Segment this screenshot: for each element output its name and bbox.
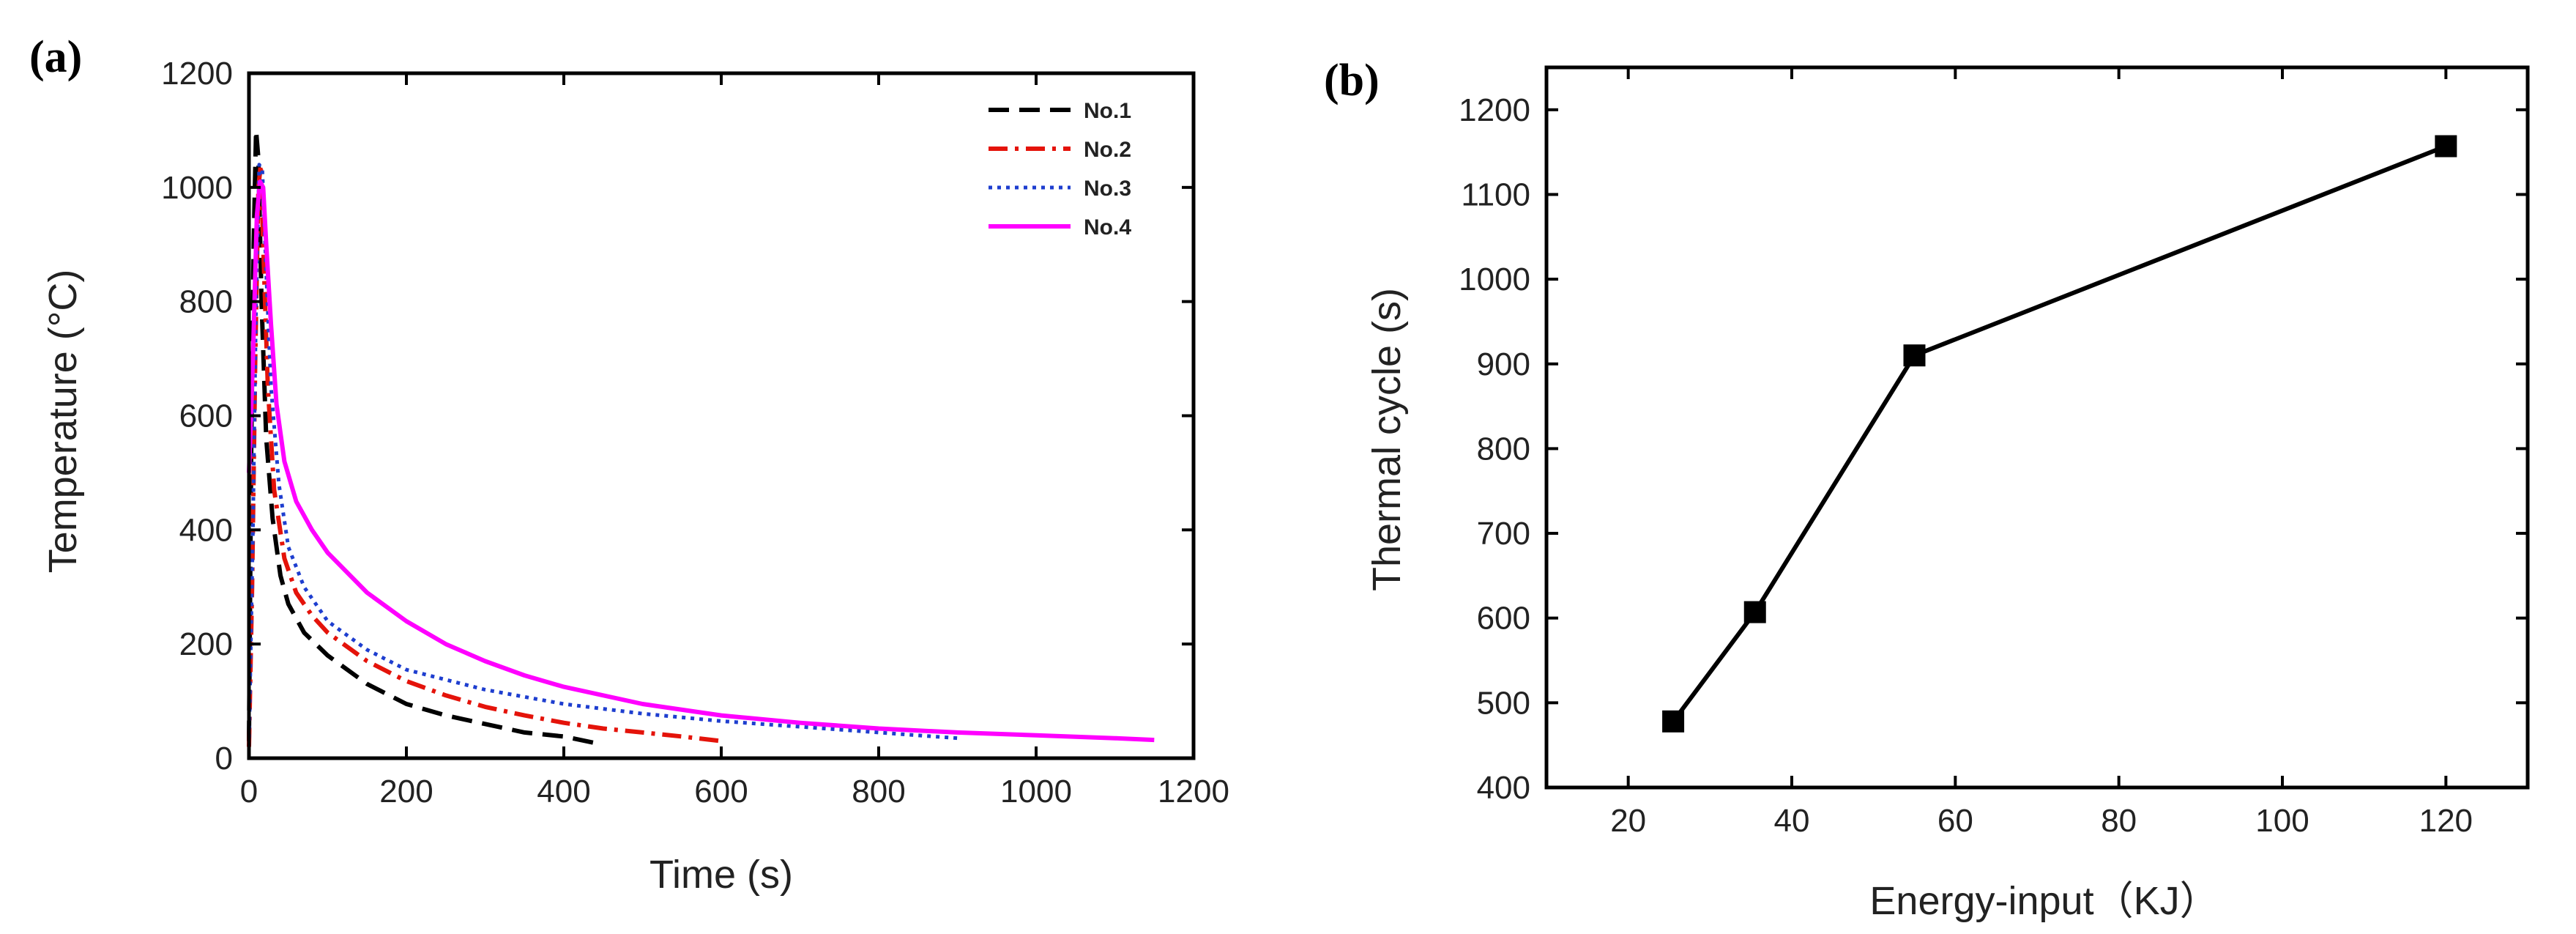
panel-a-legend-label-2: No.2 bbox=[1084, 138, 1131, 162]
panel-a-series-line-3 bbox=[247, 163, 958, 747]
panel-a-x-tick-label: 1000 bbox=[1000, 774, 1072, 809]
panel-b-series-line-1 bbox=[1671, 144, 2447, 723]
panel-a-y-tick-label: 1000 bbox=[161, 170, 233, 206]
panel-b-x-tick-label: 20 bbox=[1610, 803, 1646, 839]
panel-b-x-tick-label: 60 bbox=[1937, 803, 1973, 839]
panel-b-y-tick-label: 600 bbox=[1477, 601, 1530, 637]
panel-b-data-point-1 bbox=[1662, 710, 1685, 733]
panel-a-y-axis-label: Temperature (°C) bbox=[41, 270, 85, 574]
panel-b-y-tick-label: 1100 bbox=[1461, 177, 1530, 212]
panel-b-y-tick-label: 400 bbox=[1477, 770, 1530, 806]
panel-b-x-tick-label: 120 bbox=[2419, 803, 2473, 839]
panel-a-series-line-4 bbox=[247, 179, 1155, 743]
panel-a-legend-label-3: No.3 bbox=[1084, 177, 1131, 201]
panel-a-legend-label-4: No.4 bbox=[1084, 215, 1131, 240]
panel-a-x-tick-label: 1200 bbox=[1158, 774, 1229, 809]
panel-a-plot-frame bbox=[247, 71, 1196, 760]
panel-a-y-tick-label: 600 bbox=[179, 399, 233, 434]
panel-a-x-tick-label: 800 bbox=[852, 774, 905, 809]
panel-b-y-tick-label: 700 bbox=[1477, 516, 1530, 552]
panel-a-y-tick-label: 200 bbox=[179, 626, 233, 662]
panel-a-y-tick-label: 800 bbox=[179, 284, 233, 320]
panel-b-x-tick-label: 40 bbox=[1774, 803, 1810, 839]
panel-b-chart: (b) 20 40 60 80 100 120 400 500 600 700 800 900 1000… bbox=[1324, 56, 2530, 923]
panel-b-y-tick-label: 500 bbox=[1477, 685, 1530, 721]
panel-a-label: (a) bbox=[29, 32, 82, 82]
panel-b-y-tick-label: 800 bbox=[1477, 431, 1530, 467]
panel-a-x-tick-label: 0 bbox=[240, 774, 258, 809]
panel-a-legend-label-1: No.1 bbox=[1084, 99, 1131, 123]
panel-b-y-tick-label: 1200 bbox=[1459, 92, 1530, 128]
panel-a-series-line-1 bbox=[247, 127, 600, 746]
panel-a-y-tick-label: 0 bbox=[215, 741, 233, 777]
panel-b-x-tick-label: 100 bbox=[2255, 803, 2309, 839]
panel-a-x-tick-label: 400 bbox=[537, 774, 590, 809]
panel-a-x-tick-label: 200 bbox=[379, 774, 433, 809]
panel-a-y-tick-label: 1200 bbox=[161, 56, 233, 92]
panel-b-x-axis-label: Energy-input（KJ） bbox=[1869, 879, 2219, 923]
panel-a-series-line-2 bbox=[247, 162, 722, 747]
panel-b-data-point-2 bbox=[1743, 601, 1766, 623]
panel-b-label: (b) bbox=[1324, 56, 1380, 105]
panel-a-chart: (a) 0 200 400 600 800 1000 1200 0 200 400 600 800 10… bbox=[29, 32, 1229, 897]
panel-b-y-axis-label: Thermal cycle (s) bbox=[1365, 288, 1409, 591]
panel-b-data-point-3 bbox=[1903, 344, 1926, 367]
panel-b-x-tick-label: 80 bbox=[2101, 803, 2137, 839]
panel-b-y-tick-label: 900 bbox=[1477, 346, 1530, 382]
panel-a-y-tick-label: 400 bbox=[179, 512, 233, 548]
panel-a-x-axis-label: Time (s) bbox=[649, 853, 793, 897]
panel-b-plot-frame bbox=[1544, 65, 2530, 790]
panel-b-y-tick-label: 1000 bbox=[1459, 262, 1530, 297]
panel-a-x-tick-label: 600 bbox=[694, 774, 748, 809]
panel-b-data-point-4 bbox=[2435, 135, 2457, 157]
